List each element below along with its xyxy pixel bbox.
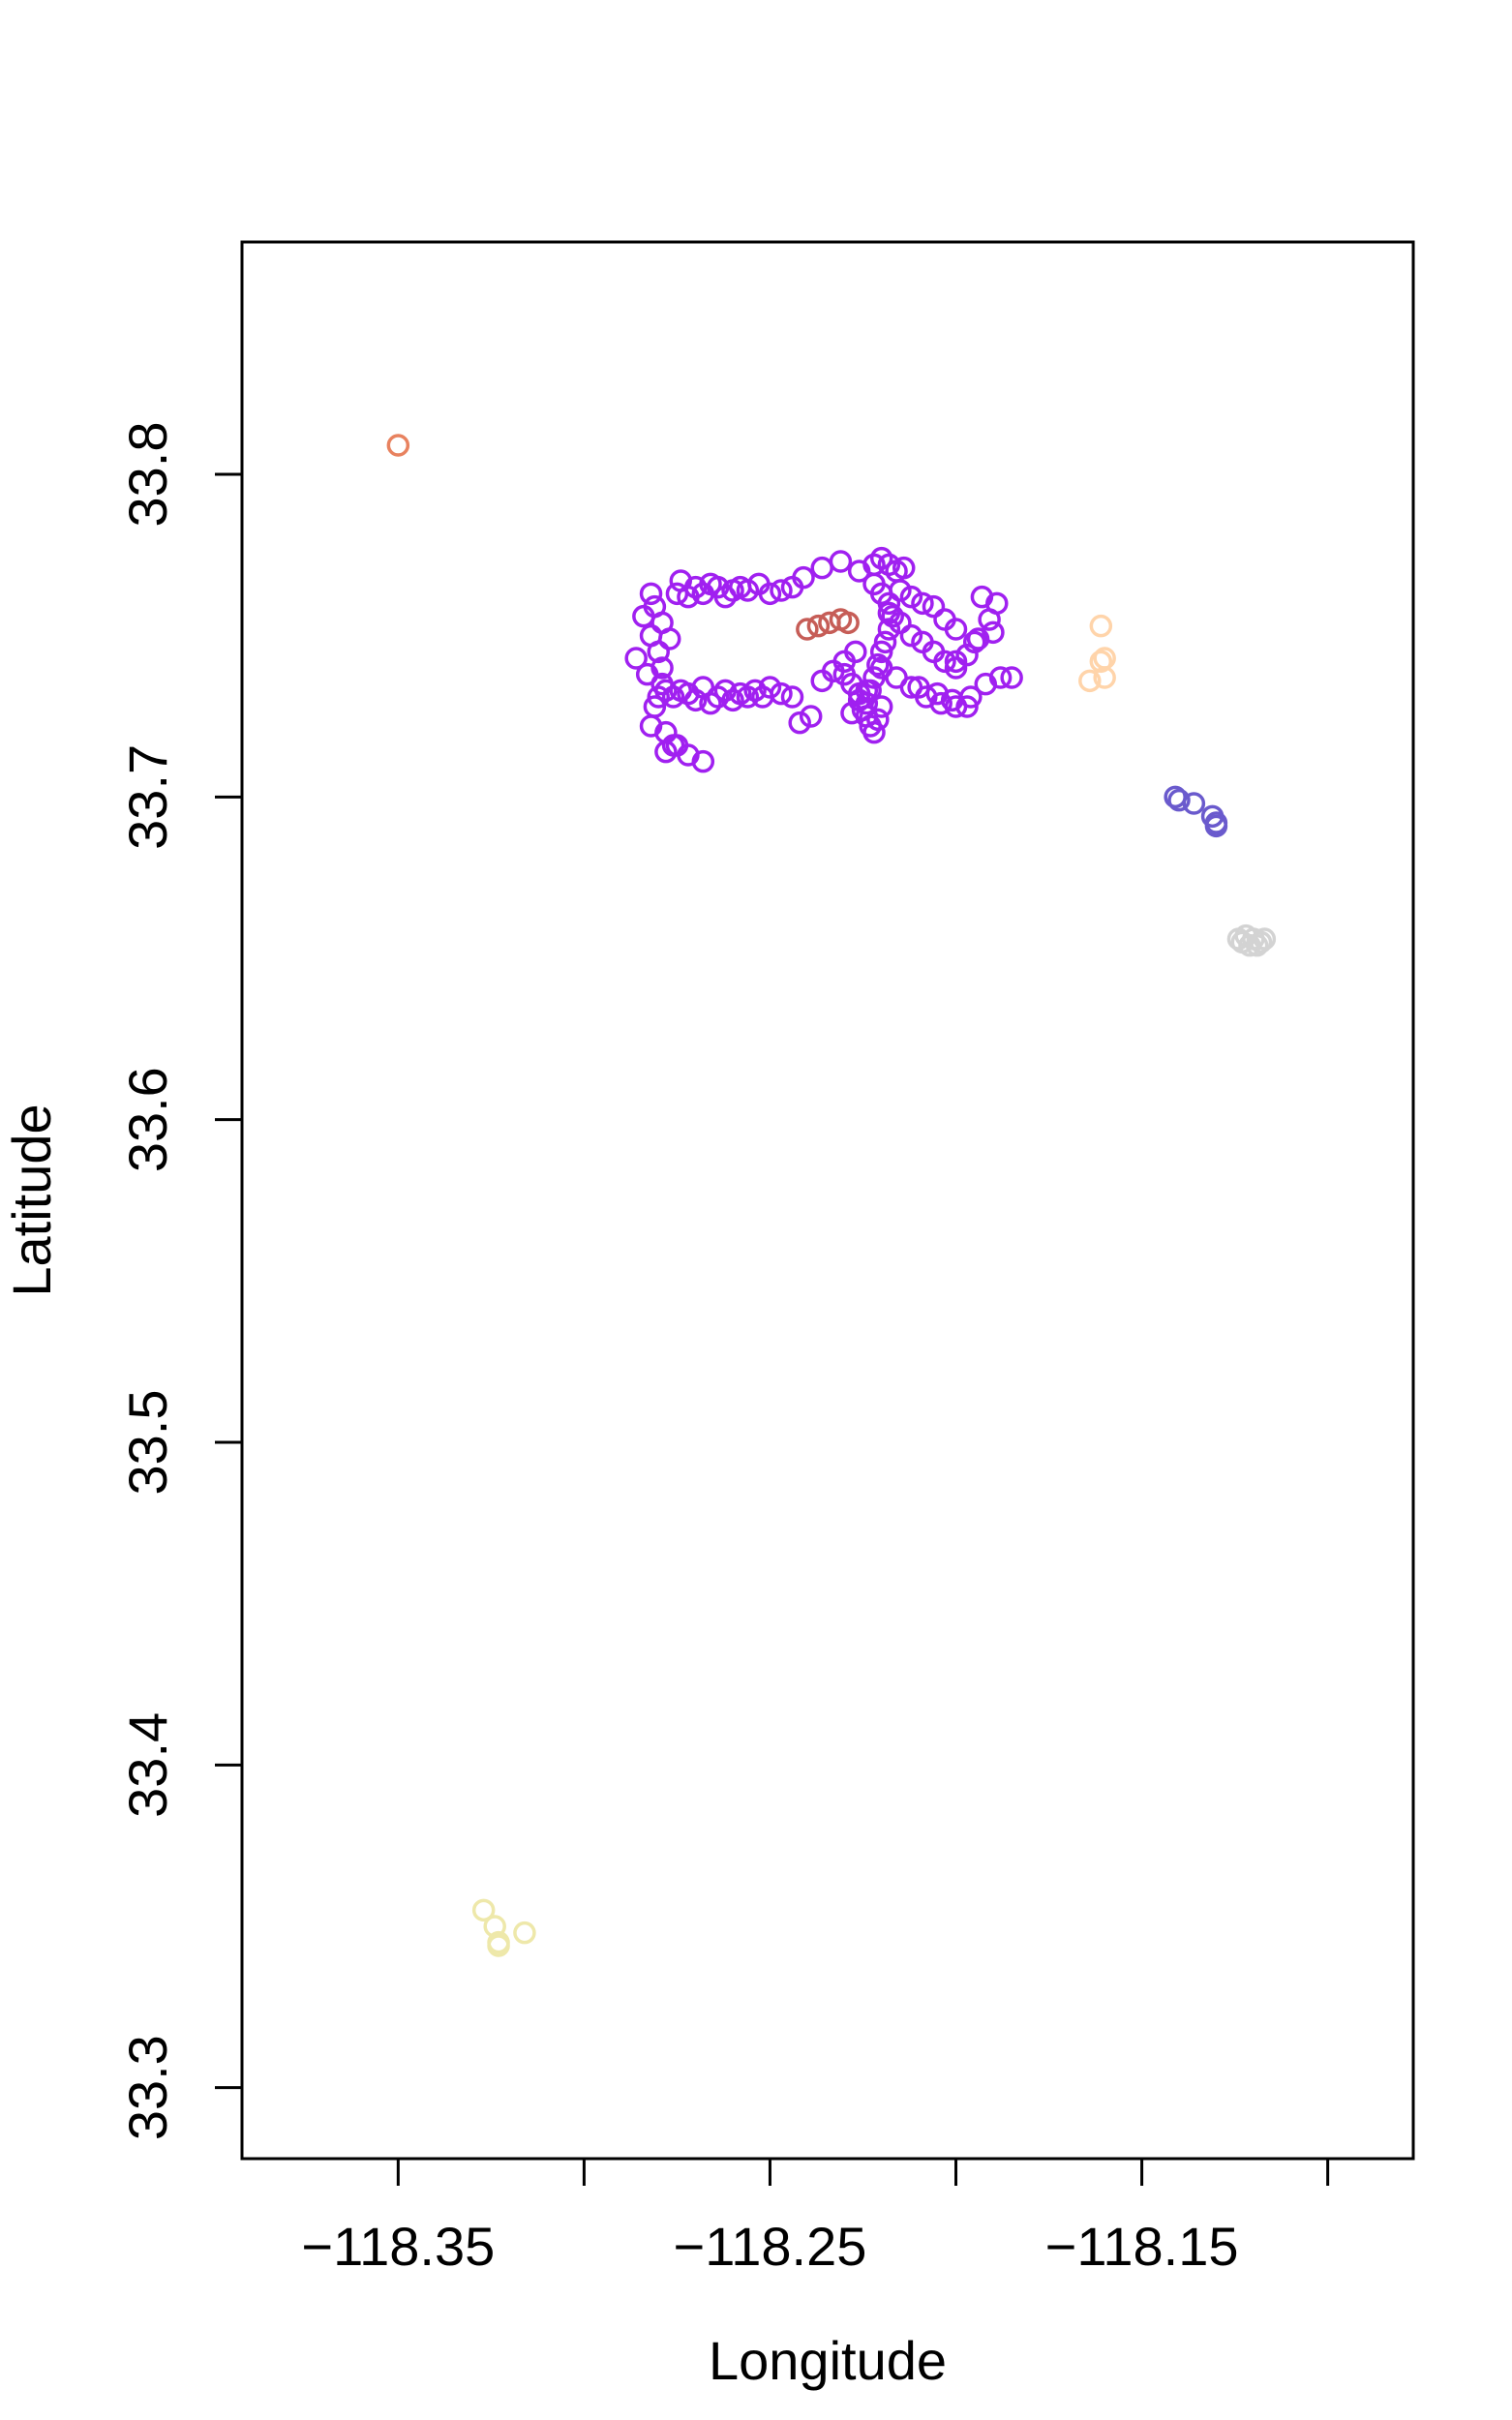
y-axis-title: Latitude [1,1104,62,1296]
y-tick-label: 33.6 [117,1067,178,1172]
y-axis: 33.3 33.4 33.5 33.6 33.7 33.8 [117,422,242,2140]
data-point [944,656,968,680]
data-point [1093,666,1116,689]
data-point [624,647,648,670]
data-point [1204,814,1228,838]
data-point [758,676,782,699]
data-point [647,640,670,664]
data-point [657,627,681,650]
data-point [487,1934,510,1957]
data-point [866,652,890,677]
data-point [885,666,908,689]
data-point [770,681,793,706]
y-tick-label: 33.5 [117,1390,178,1496]
data-point [770,579,793,602]
data-point [892,556,916,580]
data-point [736,579,760,602]
data-point [844,640,867,664]
plot-frame [240,240,1415,2161]
data-point [877,591,901,616]
data-point [471,1898,496,1922]
data-point [889,611,912,635]
x-axis: −118.35 −118.25 −118.15 [301,2159,1330,2277]
data-point [899,585,923,609]
data-point [792,565,815,590]
x-tick-label: −118.35 [301,2216,495,2277]
data-point [691,749,715,773]
data-point [962,630,986,654]
data-point [877,618,901,641]
x-tick-label: −118.15 [1045,2216,1239,2277]
data-point [1000,666,1023,689]
data-point [922,594,946,619]
data-point [985,591,1009,616]
data-point [866,708,890,732]
data-point [758,582,782,606]
data-point [806,614,831,638]
data-point [869,695,893,718]
data-point [889,579,912,602]
data-point [386,434,410,457]
data-point [780,685,804,709]
data-point [799,705,823,728]
y-tick-label: 33.4 [117,1712,178,1818]
data-point [933,650,956,674]
data-point [840,701,863,725]
data-point [1230,930,1255,954]
data-point [1078,669,1102,693]
data-point [899,623,923,648]
data-point [869,640,893,664]
data-point [788,711,811,735]
x-tick-label: −118.25 [674,2216,867,2277]
data-point [1089,650,1113,674]
data-point [635,662,659,686]
data-point [1245,933,1269,957]
data-point [1167,788,1191,812]
data-point [855,679,879,703]
y-tick-label: 33.3 [117,2035,178,2140]
data-point [982,620,1005,645]
data-point [955,695,979,718]
data-point [944,618,968,641]
data-point [988,666,1013,689]
x-axis-title: Longitude [709,2330,947,2391]
y-tick-label: 33.7 [117,744,178,850]
data-point [513,1921,536,1945]
data-point [639,582,663,606]
data-point [911,591,934,616]
y-tick-label: 33.8 [117,422,178,528]
data-point [654,740,678,764]
data-point [1089,614,1113,638]
data-points [386,434,1277,1957]
data-point [829,550,853,573]
data-point [1182,792,1206,815]
data-point [796,618,819,641]
data-point [632,604,655,628]
data-point [862,720,886,744]
data-point [810,556,833,580]
data-point [944,650,968,674]
data-point [836,611,860,635]
